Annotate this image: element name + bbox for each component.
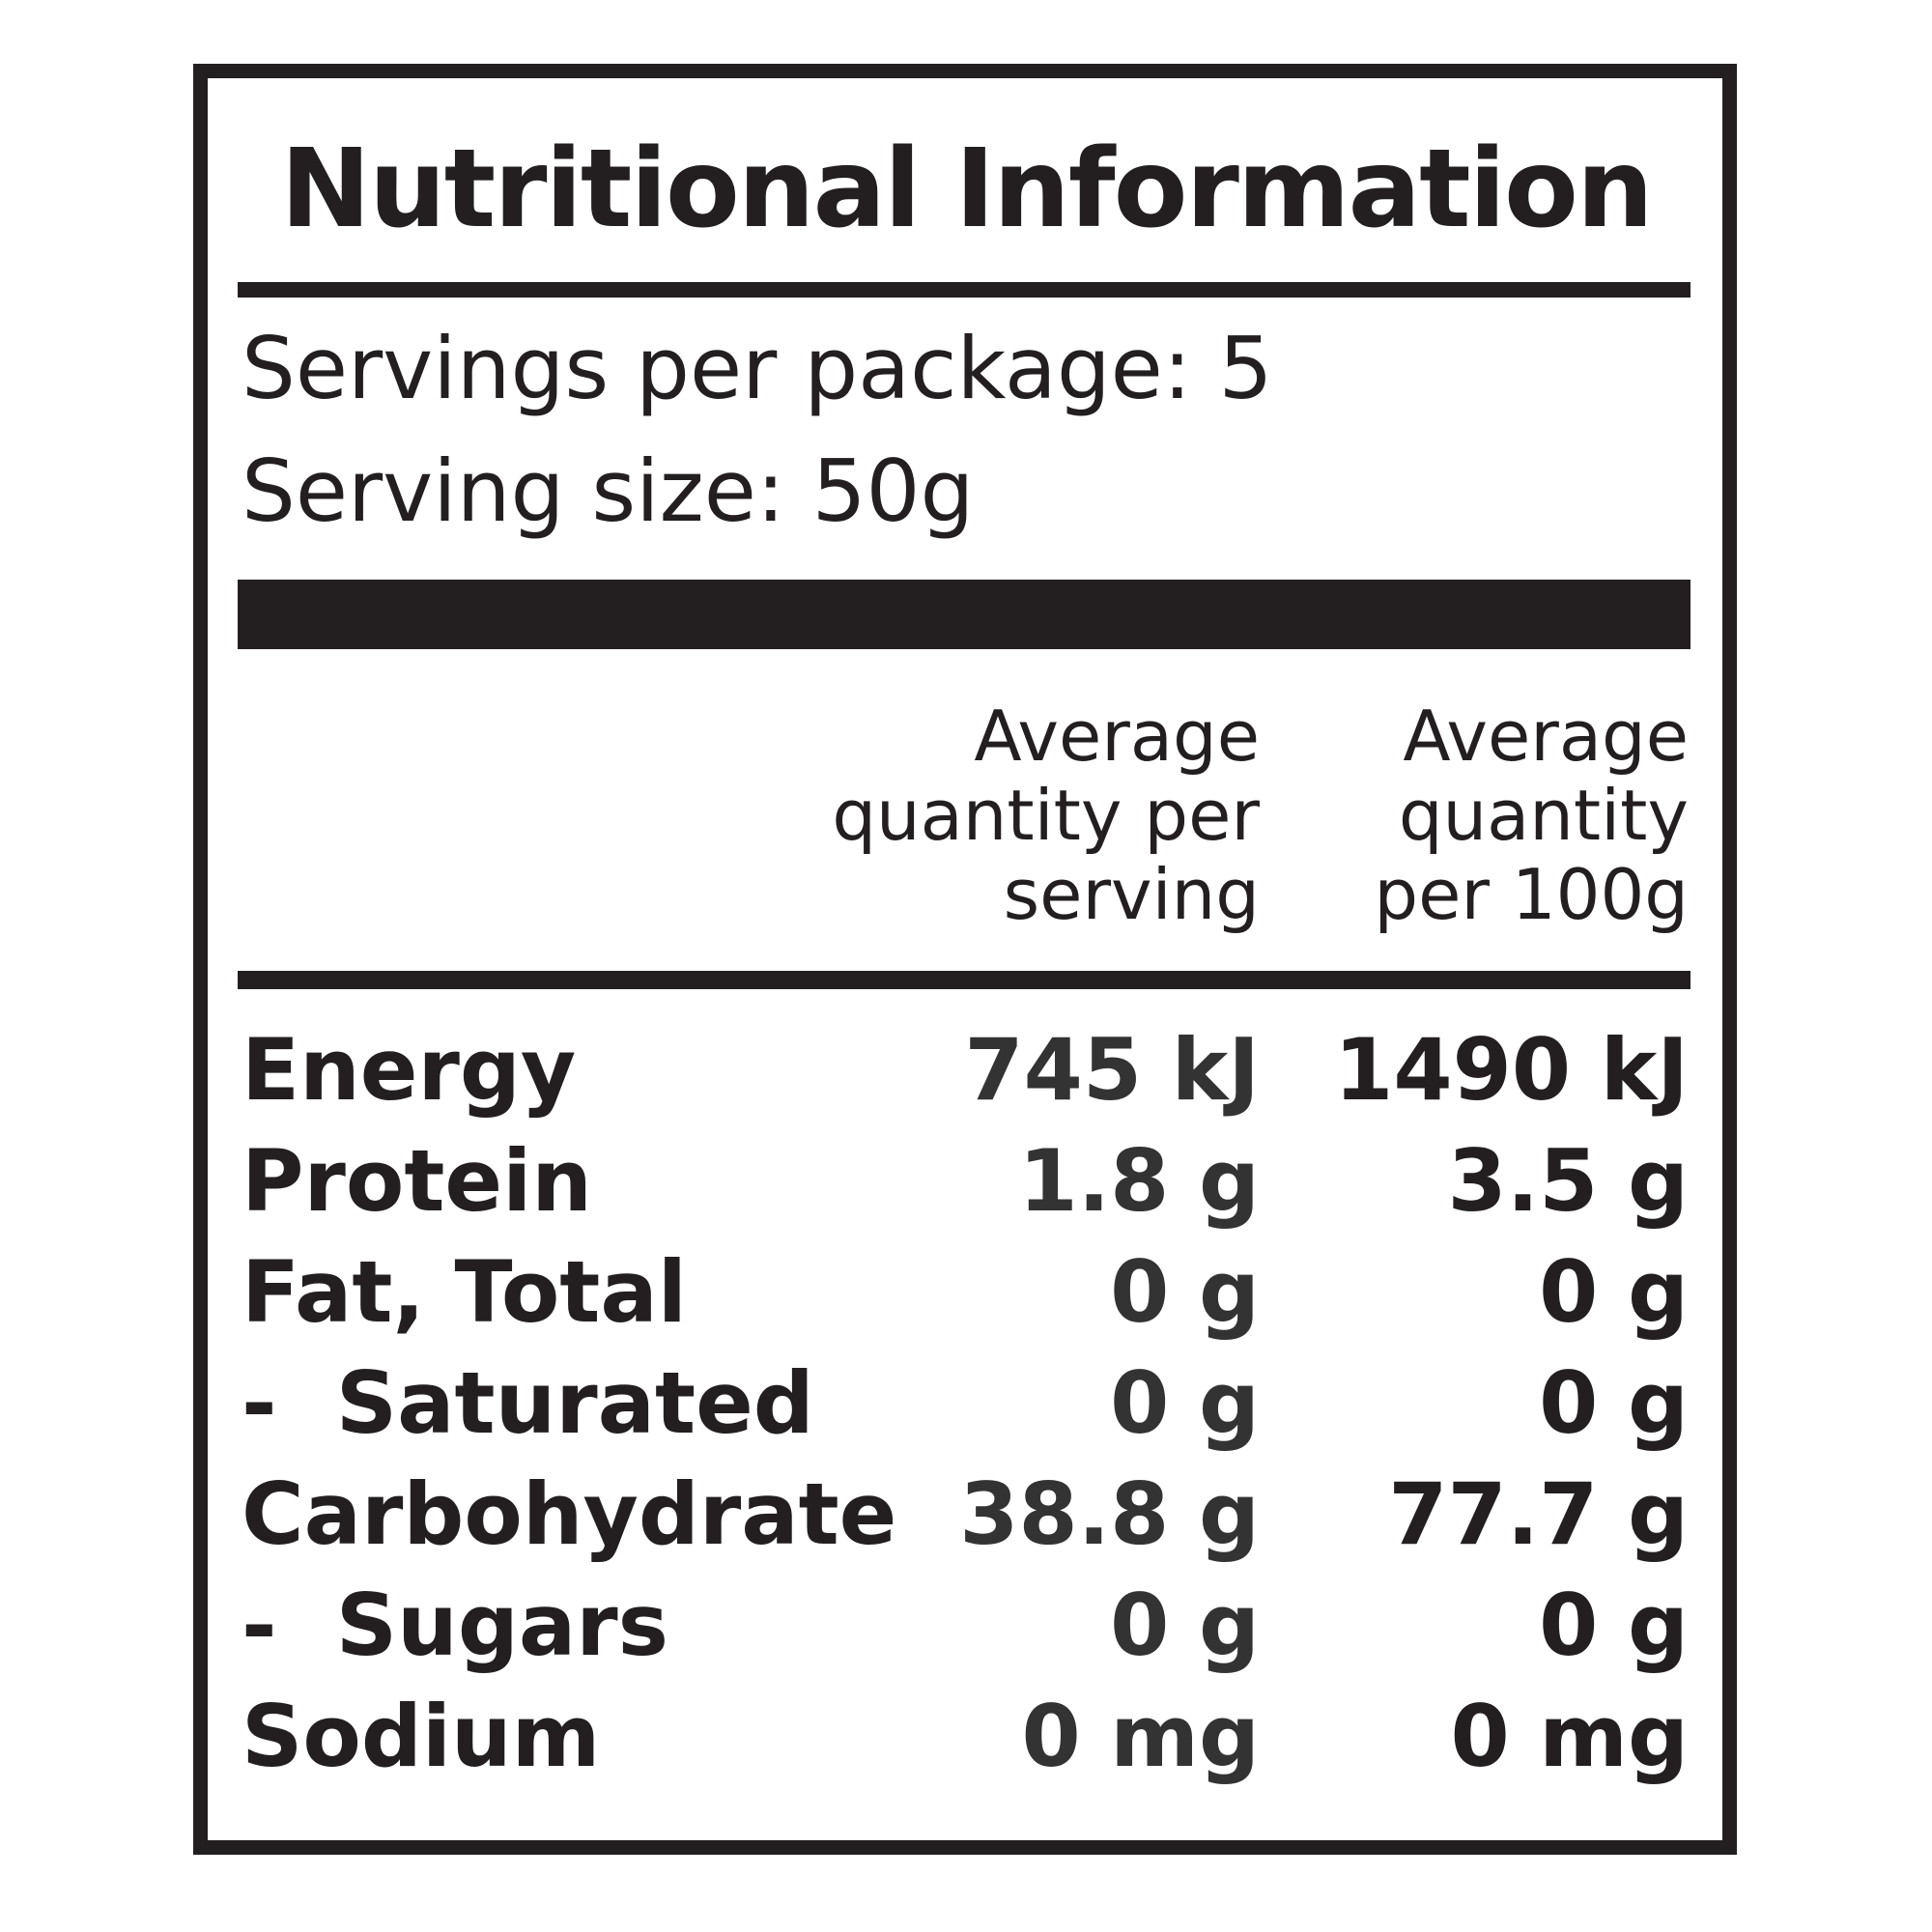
per-serving-value: 38.8 g [959, 1464, 1260, 1564]
nutrient-label: - Sugars [242, 1576, 668, 1675]
per-serving-value: 0 g [1110, 1353, 1260, 1453]
column-header-line: quantity [1398, 775, 1689, 856]
rule [238, 282, 1690, 298]
per-100g-value: 77.7 g [1388, 1464, 1689, 1564]
per-serving-value: 0 g [1110, 1576, 1260, 1675]
column-header-line: Average [974, 696, 1260, 777]
per-100g-value: 0 mg [1450, 1687, 1689, 1786]
nutrient-label: Fat, Total [242, 1242, 687, 1342]
column-header-line: quantity per [832, 775, 1260, 856]
nutrient-label: Energy [242, 1020, 577, 1120]
title: Nutritional Information [280, 127, 1653, 252]
column-header-line: per 100g [1374, 854, 1689, 935]
serving-size: Serving size: 50g [242, 441, 975, 541]
nutrient-label: - Saturated [242, 1353, 814, 1453]
per-100g-value: 0 g [1539, 1242, 1689, 1342]
nutrient-label: Sodium [242, 1687, 601, 1786]
thick-bar [238, 580, 1690, 649]
per-100g-value: 0 g [1539, 1353, 1689, 1453]
per-100g-value: 1490 kJ [1334, 1020, 1689, 1120]
panel-border [193, 64, 1737, 1855]
servings-per-package: Servings per package: 5 [242, 319, 1273, 418]
nutrient-label: Carbohydrate [242, 1464, 897, 1564]
per-serving-value: 0 g [1110, 1242, 1260, 1342]
per-serving-value: 1.8 g [1018, 1131, 1260, 1231]
column-header-line: serving [1003, 854, 1260, 935]
nutrient-label: Protein [242, 1131, 592, 1231]
column-header-line: Average [1403, 696, 1689, 777]
per-serving-value: 0 mg [1021, 1687, 1260, 1786]
per-100g-value: 3.5 g [1447, 1131, 1689, 1231]
rule [238, 971, 1690, 989]
per-serving-value: 745 kJ [964, 1020, 1260, 1120]
per-100g-value: 0 g [1539, 1576, 1689, 1675]
